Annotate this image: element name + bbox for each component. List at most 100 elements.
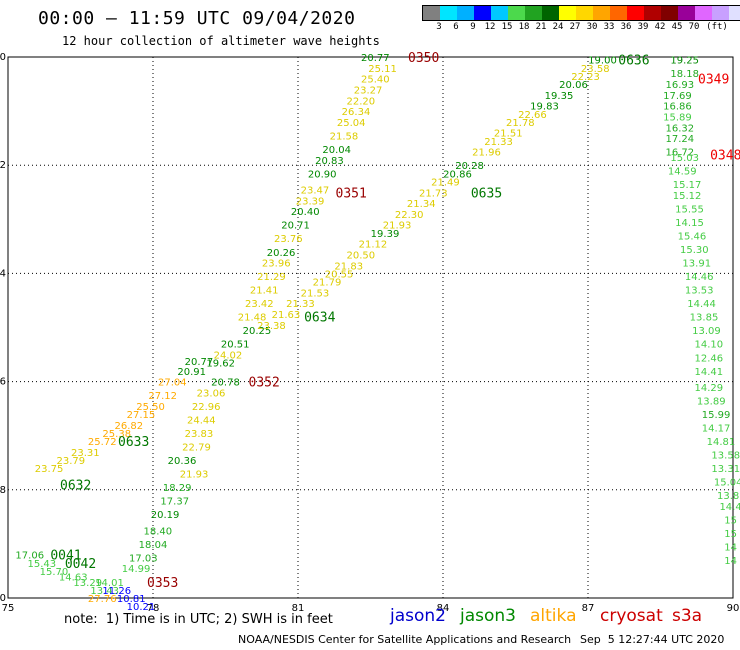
wave-height-value: 14.41 [695,367,724,378]
wave-height-value: 20.55 [325,269,354,280]
wave-height-value: 20.83 [315,156,344,167]
wave-height-value: 20.77 [185,357,214,368]
colorbar-swatch [627,6,644,20]
wave-height-value: 19.25 [670,56,699,67]
wave-height-value: 23.31 [71,448,100,459]
wave-height-value: 22.79 [182,443,211,454]
wave-height-value: 15.12 [673,191,702,202]
colorbar-swatch [610,6,627,20]
chart-note: note: 1) Time is in UTC; 2) SWH is in fe… [64,612,333,627]
pass-label: 0353 [147,576,178,591]
wave-height-value: 21.93 [383,221,412,232]
wave-height-value: 15.03 [670,153,699,164]
colorbar-swatch [729,6,740,20]
wave-height-value: 20.71 [281,221,310,232]
pass-label: 0635 [471,186,502,201]
y-tick-label: -52 [0,160,6,171]
wave-height-value: 14.10 [695,340,724,351]
colorbar-swatch [576,6,593,20]
wave-height-value: 18.18 [670,69,699,80]
wave-height-value: 21.79 [313,278,342,289]
wave-height-value: 23.06 [197,388,226,399]
pass-label: 0352 [249,376,280,391]
wave-height-value: 21.34 [407,199,436,210]
wave-height-value: 25.38 [102,429,131,440]
wave-height-value: 14.44 [687,299,716,310]
colorbar-tick-label: 70 [688,22,700,32]
wave-height-value: 21.96 [472,148,501,159]
colorbar-swatch [508,6,525,20]
pass-label: 0632 [60,478,91,493]
pass-label: 0350 [408,51,439,66]
y-tick-label: -56 [0,377,6,388]
wave-height-value: 17.06 [15,551,44,562]
wave-height-value: 26.82 [115,421,144,432]
chart-title: 00:00 – 11:59 UTC 09/04/2020 [38,8,356,29]
wave-height-value: 20.86 [443,169,472,180]
wave-height-value: 17.24 [666,134,695,145]
footer-credit: NOAA/NESDIS Center for Satellite Applica… [238,633,572,646]
wave-height-value: 22.30 [395,210,424,221]
colorbar-swatch [559,6,576,20]
legend-item-s3a: s3a [672,606,703,626]
wave-height-value: 21.41 [250,286,279,297]
wave-height-value: 21.73 [419,188,448,199]
wave-height-value: 21.48 [238,313,267,324]
wave-height-value: 17.03 [129,553,158,564]
colorbar-swatch [712,6,729,20]
colorbar-swatch [644,6,661,20]
wave-height-value: 23.58 [581,64,610,75]
wave-height-value: 14.59 [668,167,697,178]
wave-height-value: 27.76 [88,594,117,605]
wave-height-value: 20.19 [151,510,180,521]
wave-height-value: 23.47 [301,186,330,197]
colorbar [422,5,740,21]
colorbar-tick-label: 21 [535,22,547,32]
colorbar-tick-label: 36 [620,22,632,32]
wave-height-value: 14.46 [685,272,714,283]
chart-subtitle: 12 hour collection of altimeter wave hei… [62,34,380,48]
wave-height-value: 23.42 [245,299,274,310]
colorbar-swatch [542,6,559,20]
wave-height-value: 15 [724,516,737,527]
wave-height-value: 16.32 [666,123,695,134]
wave-height-value: 15 [724,529,737,540]
wave-height-value: 21.33 [286,299,315,310]
pass-label: 0041 [50,549,81,564]
wave-height-value: 18.29 [163,483,192,494]
wave-height-value: 15.17 [673,180,702,191]
pass-label: 0636 [618,54,649,69]
wave-height-value: 21.58 [330,131,359,142]
wave-height-value: 27.12 [148,391,177,402]
colorbar-tick-label: 9 [470,22,476,32]
colorbar-tick-label: 24 [552,22,564,32]
wave-height-value: 20.78 [211,378,240,389]
colorbar-swatch [457,6,474,20]
x-tick-label: 87 [582,603,595,614]
wave-height-value: 25.04 [337,118,366,129]
wave-height-value: 21.63 [272,310,301,321]
wave-height-value: 13.85 [690,313,719,324]
legend-item-jason3: jason3 [460,606,516,626]
wave-height-value: 26.34 [342,107,371,118]
wave-height-value: 18.40 [144,526,173,537]
colorbar-tick-label: 12 [484,22,496,32]
wave-height-value: 19.00 [588,56,617,67]
y-tick-label: -50 [0,52,6,63]
colorbar-swatch [491,6,508,20]
wave-height-value: 11.26 [102,586,131,597]
wave-height-value: 15.04 [714,478,740,489]
wave-height-value: 22.66 [518,110,547,121]
wave-height-value: 21.51 [494,129,523,140]
wave-height-value: 13.09 [692,326,721,337]
wave-height-value: 24.44 [187,415,216,426]
wave-height-value: 21.29 [257,272,286,283]
pass-label: 0042 [65,557,96,572]
wave-height-value: 25.72 [88,437,117,448]
wave-height-value: 15.43 [28,559,57,570]
wave-height-value: 10.81 [117,594,146,605]
wave-height-value: 15.99 [702,410,731,421]
wave-height-value: 22.96 [192,402,221,413]
wave-height-value: 21.53 [301,288,330,299]
wave-height-value: 23.76 [274,234,303,245]
